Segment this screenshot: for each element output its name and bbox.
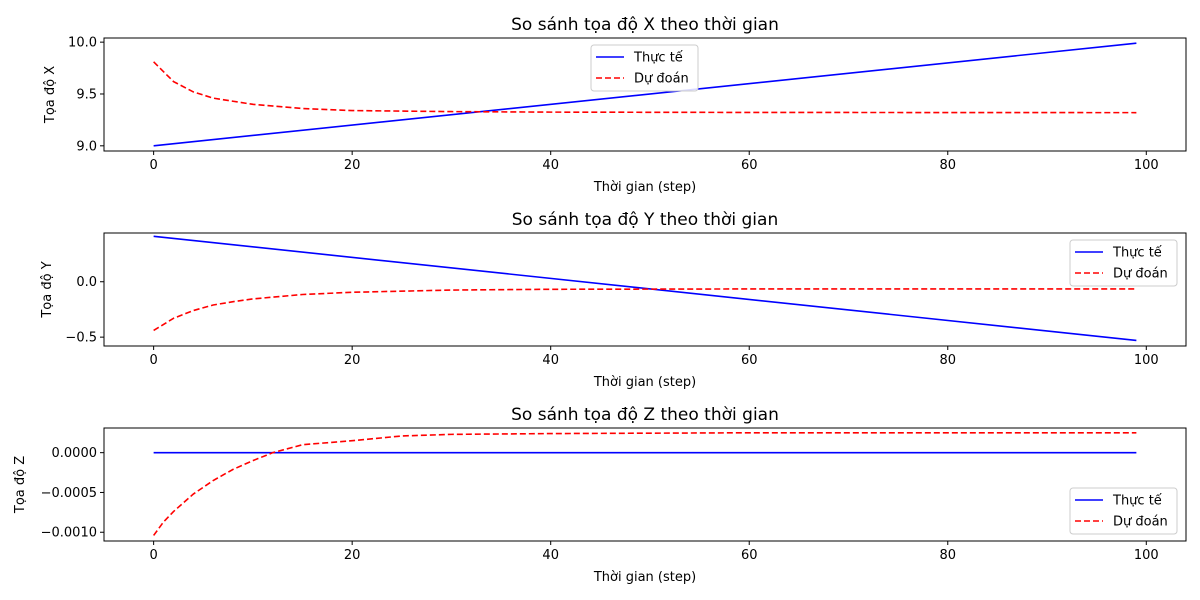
x-tick-label: 100 (1134, 548, 1159, 563)
x-tick-label: 80 (939, 353, 956, 368)
axes-frame (103, 427, 1187, 542)
x-tick-label: 0 (149, 353, 157, 368)
axes-frame (103, 37, 1187, 152)
legend-label: Thực tế (1112, 494, 1162, 509)
x-tick-label: 80 (939, 158, 956, 173)
y-tick-label: 0.0000 (52, 446, 98, 461)
y-tick-label: 0.0 (76, 275, 97, 290)
x-tick-label: 0 (149, 548, 157, 563)
x-axis-label: Thời gian (step) (593, 375, 696, 390)
chart-title: So sánh tọa độ Z theo thời gian (511, 405, 779, 425)
x-axis-label: Thời gian (step) (593, 180, 696, 195)
subplot-3: So sánh tọa độ Z theo thời gian 0 20 40 60 80… (13, 405, 1187, 585)
plot-area (152, 431, 1137, 536)
x-tick-label: 20 (344, 548, 361, 563)
y-axis-label: Tọa độ Z (13, 456, 28, 514)
chart-title: So sánh tọa độ X theo thời gian (511, 15, 779, 35)
plot-area (153, 235, 1137, 342)
y-axis-label: Tọa độ X (43, 66, 58, 124)
y-tick-label: −0.0005 (41, 486, 97, 501)
series-line-predicted (152, 431, 1137, 536)
axes-frame (103, 232, 1187, 347)
series-line-predicted (153, 288, 1137, 332)
legend-label: Thực tế (1112, 246, 1162, 261)
x-tick-label: 0 (149, 158, 157, 173)
legend-label: Dự đoán (1113, 515, 1168, 530)
x-tick-label: 40 (542, 548, 559, 563)
x-tick-label: 100 (1134, 353, 1159, 368)
y-tick-label: 10.0 (68, 36, 97, 51)
series-line-actual (153, 42, 1137, 147)
x-tick-label: 60 (741, 353, 758, 368)
y-tick-label: −0.5 (65, 331, 97, 346)
y-tick-label: −0.0010 (41, 526, 97, 541)
subplot-2: So sánh tọa độ Y theo thời gian 0 20 40 60 80… (40, 210, 1187, 390)
subplot-1: So sánh tọa độ X theo thời gian 0 20 40 60 80… (43, 15, 1187, 195)
legend: Thực tế Dự đoán (1069, 239, 1178, 287)
x-tick-label: 40 (542, 353, 559, 368)
x-tick-label: 60 (741, 158, 758, 173)
chart-title: So sánh tọa độ Y theo thời gian (512, 210, 778, 230)
x-tick-label: 60 (741, 548, 758, 563)
x-tick-label: 80 (939, 548, 956, 563)
legend-label: Dự đoán (1113, 267, 1168, 282)
plot-area (153, 42, 1137, 147)
x-tick-label: 20 (344, 353, 361, 368)
x-axis-label: Thời gian (step) (593, 570, 696, 585)
x-tick-label: 20 (344, 158, 361, 173)
series-line-predicted (153, 61, 1137, 114)
y-tick-label: 9.5 (76, 87, 97, 102)
legend: Thực tế Dự đoán (1069, 487, 1178, 535)
x-tick-label: 100 (1134, 158, 1159, 173)
x-tick-label: 40 (542, 158, 559, 173)
legend-label: Thực tế (633, 51, 683, 66)
legend: Thực tế Dự đoán (590, 44, 699, 92)
y-axis-label: Tọa độ Y (40, 261, 55, 318)
legend-label: Dự đoán (634, 72, 689, 87)
y-tick-label: 9.0 (76, 139, 97, 154)
